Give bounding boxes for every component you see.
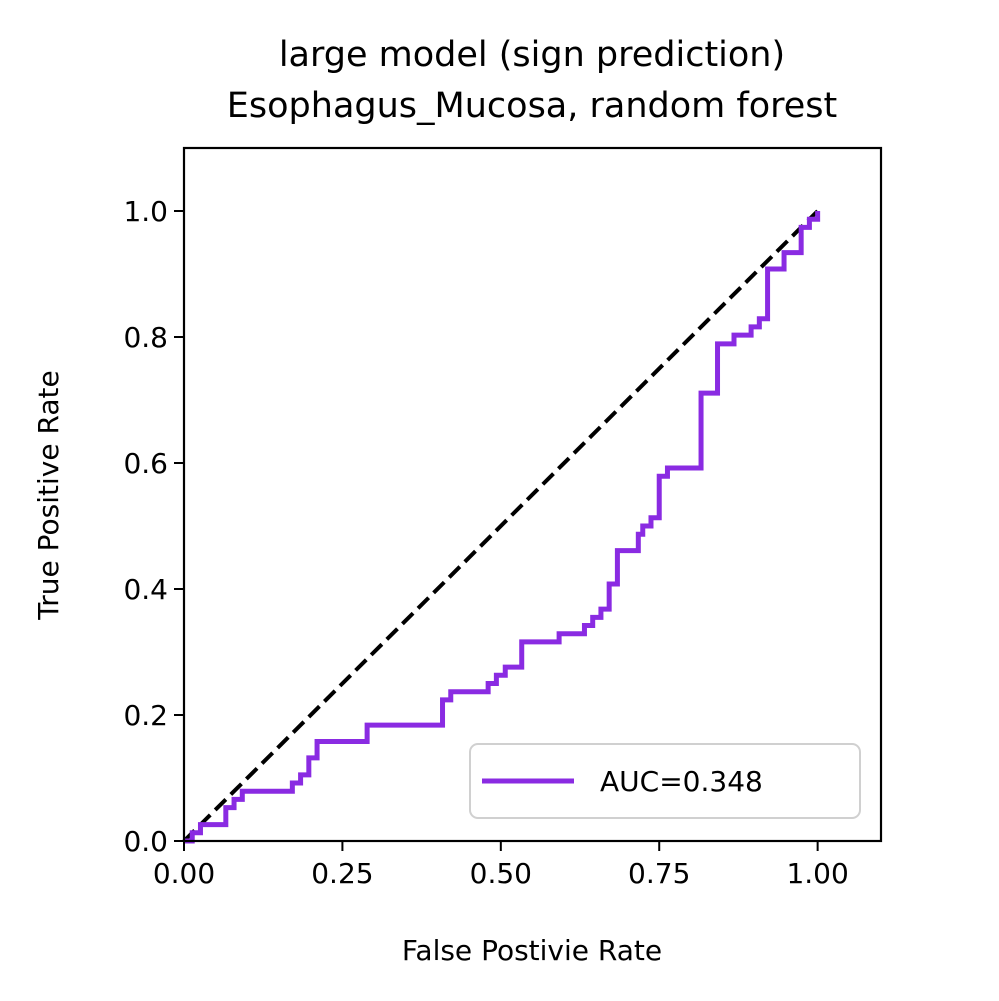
- plot-frame: [182, 146, 883, 843]
- y-tick-label: 0.0: [123, 825, 168, 858]
- legend-label: AUC=0.348: [600, 765, 763, 798]
- plot-area: [182, 146, 883, 844]
- chart-title-line2: Esophagus_Mucosa, random forest: [227, 86, 837, 126]
- series-layer: [182, 209, 821, 844]
- x-tick-label: 0.25: [311, 857, 373, 890]
- legend-box: [469, 743, 861, 819]
- y-axis-ticks: 0.0 0.2 0.4 0.6 0.8 1.0: [123, 195, 184, 858]
- y-tick-label: 1.0: [123, 195, 168, 228]
- x-tick-label: 0.00: [153, 857, 215, 890]
- x-axis-ticks: 0.00 0.25 0.50 0.75 1.00: [153, 841, 849, 890]
- y-tick-label: 0.4: [123, 573, 168, 606]
- chance-diagonal-line: [182, 209, 820, 843]
- y-tick-label: 0.2: [123, 699, 168, 732]
- chart-title-line1: large model (sign prediction): [279, 35, 785, 75]
- y-tick-label: 0.8: [123, 321, 168, 354]
- x-tick-label: 0.50: [470, 857, 532, 890]
- roc-curve-line: [184, 211, 821, 844]
- x-tick-label: 0.75: [628, 857, 690, 890]
- x-tick-label: 1.00: [786, 857, 848, 890]
- x-axis-label: False Postivie Rate: [402, 934, 662, 967]
- y-axis-label: True Positive Rate: [32, 370, 65, 620]
- legend: AUC=0.348: [469, 743, 861, 819]
- y-tick-label: 0.6: [123, 447, 168, 480]
